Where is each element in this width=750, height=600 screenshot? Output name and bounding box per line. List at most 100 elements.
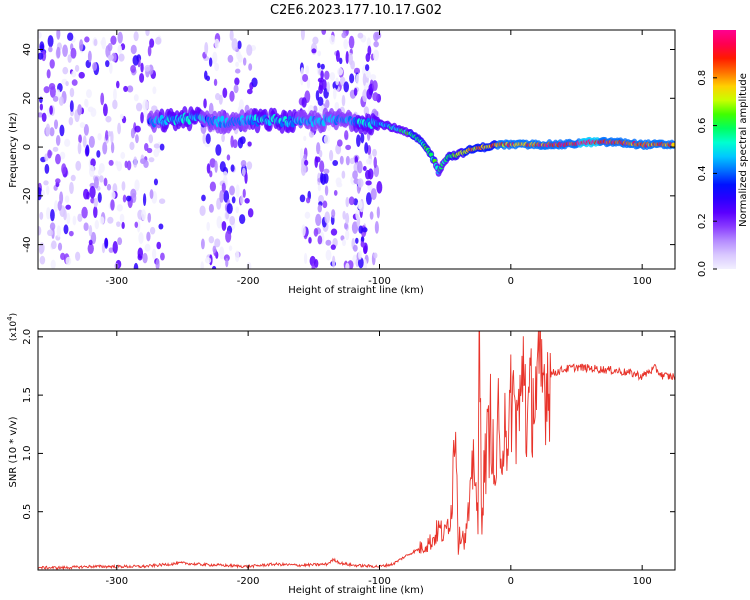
spectrogram-noise-cell bbox=[320, 63, 325, 70]
spectrogram-noise-cell bbox=[226, 154, 231, 161]
spectrogram-noise-cell bbox=[208, 57, 213, 67]
spectrogram-noise-cell bbox=[246, 44, 253, 56]
spectrogram-noise-cell bbox=[235, 61, 239, 67]
spectrogram-noise-cell bbox=[225, 257, 229, 268]
spectrogram-noise-cell bbox=[48, 46, 53, 53]
spectrogram-noise-cell bbox=[146, 147, 153, 154]
spectrogram-noise-cell bbox=[341, 239, 346, 247]
spectrogram-noise-cell bbox=[145, 30, 150, 37]
spectrogram-noise-cell bbox=[66, 212, 71, 225]
spectrogram-y-label: Frequency (Hz) bbox=[8, 112, 19, 188]
spectrogram-noise-cell bbox=[88, 164, 95, 177]
spectrogram-noise-cell bbox=[69, 181, 74, 194]
spectrogram-noise-cell bbox=[58, 96, 64, 106]
spectrogram-noise-cell bbox=[345, 229, 350, 241]
spectrogram-noise-cell bbox=[146, 231, 151, 242]
spectrogram-noise-cell bbox=[137, 247, 143, 259]
spectrogram-noise-cell bbox=[221, 133, 225, 143]
spectrogram-noise-cell bbox=[317, 184, 322, 192]
spectrogram-noise-cell bbox=[118, 53, 125, 62]
y-tick-label: 0.5 bbox=[22, 504, 33, 520]
spectrogram-noise-cell bbox=[219, 246, 225, 260]
spectrogram-noise-cell bbox=[362, 89, 368, 103]
spectrogram-noise-cell bbox=[82, 135, 87, 148]
spectrogram-noise-cell bbox=[365, 53, 371, 63]
spectrogram-noise-cell bbox=[373, 252, 378, 259]
spectrogram-noise-cell bbox=[49, 105, 53, 115]
spectrogram-noise-cell bbox=[97, 192, 102, 203]
spectrogram-noise-cell bbox=[230, 164, 235, 172]
spectrogram-noise-cell bbox=[325, 249, 332, 261]
x-tick-label: 0 bbox=[508, 276, 514, 287]
spectrogram-noise-cell bbox=[49, 222, 56, 231]
spectrogram-noise-cell bbox=[365, 169, 371, 180]
spectrogram-noise-cell bbox=[299, 148, 304, 161]
spectrogram-noise-cell bbox=[61, 163, 67, 175]
spectrogram-noise-cell bbox=[130, 44, 137, 55]
spectrogram-noise-cell bbox=[229, 30, 234, 41]
spectrogram-noise-cell bbox=[331, 209, 336, 219]
spectrogram-noise-cell bbox=[143, 159, 149, 169]
spectrogram-noise-cell bbox=[203, 98, 207, 109]
spectrogram-noise-cell bbox=[360, 241, 365, 248]
snr-x-label: Height of straight line (km) bbox=[288, 585, 424, 596]
spectrogram-noise-cell bbox=[158, 198, 166, 205]
spectrogram-noise-cell bbox=[99, 216, 105, 225]
snr-x-ticks: -300 -200 -100 0 100 bbox=[105, 331, 652, 587]
spectrogram-noise-cell bbox=[234, 77, 240, 86]
spectrogram-noise-cell bbox=[240, 160, 247, 168]
spectrogram-noise-cell bbox=[112, 241, 118, 254]
spectrogram-noise-cell bbox=[300, 67, 305, 78]
spectrogram-noise-cell bbox=[38, 31, 42, 39]
spectrogram-noise-cell bbox=[64, 195, 70, 203]
spectrogram-noise-cell bbox=[49, 127, 55, 137]
spectrogram-noise-cell bbox=[209, 158, 216, 168]
y-tick-label: 40 bbox=[22, 43, 33, 56]
spectrogram-noise-cell bbox=[39, 96, 43, 104]
spectrogram-noise-cell bbox=[313, 227, 319, 237]
spectrogram-x-ticks: -300 -200 -100 0 100 bbox=[105, 30, 652, 287]
spectrogram-noise-cell bbox=[317, 96, 324, 106]
spectrogram-noise-cell bbox=[376, 206, 380, 219]
spectrogram-noise-cell bbox=[102, 103, 108, 117]
colorbar-label: Normalized spectral amplitude bbox=[738, 73, 749, 227]
spectrogram-noise-cell bbox=[321, 30, 327, 35]
spectrogram-noise-cell bbox=[246, 88, 253, 95]
spectrogram-noise-cell bbox=[314, 259, 319, 268]
spectrogram-noise-cell bbox=[135, 134, 139, 144]
x-tick-label: -200 bbox=[237, 576, 260, 587]
spectrogram-noise-cell bbox=[345, 196, 350, 208]
spectrogram-noise-cell bbox=[70, 174, 76, 182]
spectrogram-noise-cell bbox=[84, 36, 90, 43]
spectrogram-noise-cell bbox=[39, 103, 43, 111]
spectrogram-noise-cell bbox=[110, 191, 116, 200]
spectrogram-noise-cell bbox=[345, 51, 349, 64]
spectrogram-noise-cell bbox=[135, 102, 143, 112]
spectrogram-noise-cell bbox=[358, 199, 365, 213]
spectrogram-noise-cell bbox=[160, 252, 165, 261]
spectrogram-noise-cell bbox=[244, 197, 250, 204]
spectrogram-noise-cell bbox=[214, 38, 220, 49]
spectrogram-noise-cell bbox=[43, 86, 50, 94]
spectrogram-noise-cell bbox=[56, 30, 61, 40]
spectrogram-noise-cell bbox=[83, 124, 89, 136]
spectrogram-noise-cell bbox=[81, 206, 88, 219]
spectrogram-noise-cell bbox=[231, 196, 236, 204]
spectrogram-noise-cell bbox=[44, 163, 50, 174]
x-tick-label: -300 bbox=[105, 276, 128, 287]
spectrogram-noise-cell bbox=[362, 227, 368, 233]
spectrogram-noise-cell bbox=[90, 158, 96, 167]
spectrogram-noise-cell bbox=[55, 89, 61, 99]
spectrogram-noise-cell bbox=[107, 54, 114, 61]
spectrogram-noise-cell bbox=[47, 35, 54, 48]
spectrogram-noise-cell bbox=[75, 160, 82, 171]
spectrogram-noise-cell bbox=[209, 170, 213, 178]
spectrogram-noise-cell bbox=[159, 143, 165, 151]
y-tick-label: -40 bbox=[22, 236, 33, 252]
spectrogram-noise-cell bbox=[140, 62, 144, 73]
spectrogram-noise-cell bbox=[204, 41, 209, 55]
spectrogram-noise-cell bbox=[70, 47, 77, 59]
spectrogram-noise-cell bbox=[214, 62, 220, 72]
spectrogram-noise-cell bbox=[55, 178, 61, 184]
